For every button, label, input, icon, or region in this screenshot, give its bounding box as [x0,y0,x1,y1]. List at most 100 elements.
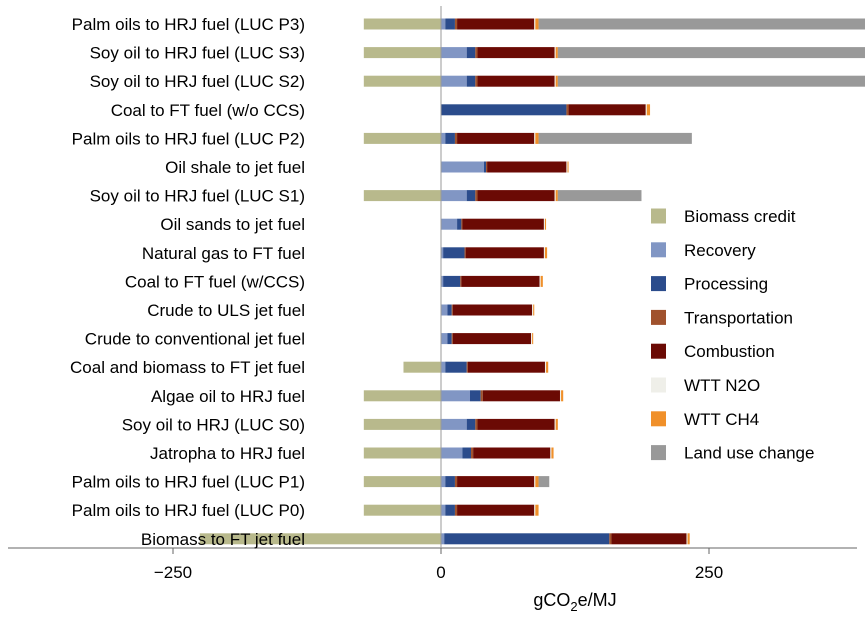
legend-label: Processing [684,275,768,294]
bar-row [363,504,539,516]
bar-segment-wtt-n2o [543,218,545,230]
legend-item: Recovery [651,241,756,260]
bar-segment-wtt-ch4 [551,447,554,459]
bar-segment-combustion [482,390,560,402]
bar-row [441,333,534,345]
category-labels-layer: Palm oils to HRJ fuel (LUC P3) Soy oil to… [70,15,305,549]
bar-segment-recovery [441,447,463,459]
bar-segment-recovery [441,18,446,30]
category-label: Crude to conventional jet fuel [85,330,305,349]
bar-segment-processing [466,190,476,202]
bar-row [403,361,549,373]
bar-segment-combustion [457,132,535,144]
bar-segment-processing [444,533,610,545]
bar-segment-transportation [461,218,463,230]
bar-segment-wtt-ch4 [567,161,569,173]
bar-segment-recovery [441,190,467,202]
bar-row [363,447,554,459]
bar-segment-processing [441,104,567,116]
bar-segment-combustion [473,447,551,459]
bar-segment-wtt-ch4 [535,476,539,488]
bar-segment-recovery [441,304,448,316]
legend-swatch [651,208,666,224]
bar-segment-transportation [475,190,478,202]
bar-segment-transportation [475,75,478,87]
legend-item: WTT CH4 [651,410,759,429]
bar-segment-wtt-n2o [539,275,541,287]
bar-segment-recovery [441,476,446,488]
bar-segment-wtt-n2o [554,418,556,430]
legend-swatch [651,411,666,427]
legend-label: WTT CH4 [684,410,759,429]
bar-row [363,390,564,402]
bar-segment-biomass-credit [403,361,441,373]
bar-segment-transportation [454,18,458,30]
bar-segment-wtt-n2o [544,361,547,373]
bar-segment-wtt-ch4 [544,218,547,230]
bar-segment-processing [457,218,462,230]
bar-segment-biomass-credit [363,504,441,516]
bar-segment-wtt-ch4 [532,333,534,345]
bar-segment-transportation [566,104,569,116]
bar-segment-wtt-n2o [554,47,556,59]
bar-segment-wtt-n2o [554,190,556,202]
bar-segment-wtt-n2o [543,247,545,259]
bar-row [363,476,550,488]
category-label: Palm oils to HRJ fuel (LUC P2) [72,129,305,148]
legend-item: Transportation [651,308,793,327]
bar-segment-processing [445,18,455,30]
bar-segment-combustion [452,333,532,345]
legend-swatch [651,377,666,393]
bar-segment-combustion [467,361,545,373]
bar-segment-recovery [441,218,458,230]
bar-segment-recovery [441,390,470,402]
x-axis-title: gCO2e/MJ [533,590,616,614]
x-tick-label: −250 [154,563,192,582]
bar-segment-combustion [465,247,544,259]
legend: Biomass credit Recovery Processing Transpor… [651,207,814,463]
bar-segment-processing [445,132,455,144]
bar-segment-processing [447,333,452,345]
bar-segment-recovery [441,132,446,144]
category-label: Palm oils to HRJ fuel (LUC P1) [72,473,305,492]
bar-segment-processing [447,304,452,316]
legend-item: Biomass credit [651,207,796,226]
bar-segment-wtt-n2o [686,533,688,545]
bar-segment-transportation [451,304,453,316]
bar-segment-combustion [487,161,567,173]
bar-segment-wtt-ch4 [555,418,558,430]
legend-swatch [651,343,666,359]
bar-segment-wtt-ch4 [540,275,543,287]
bar-segment-processing [462,447,472,459]
bar-row [441,104,651,116]
bar-segment-wtt-n2o [532,304,534,316]
bars-layer [199,18,865,545]
x-ticks-layer: −2500250500750 [154,548,723,582]
bar-segment-biomass-credit [363,418,441,430]
bar-segment-biomass-credit [363,447,441,459]
legend-item: Land use change [651,444,814,463]
bar-segment-biomass-credit [363,476,441,488]
bar-segment-combustion [457,18,535,30]
bar-segment-wtt-n2o [534,504,536,516]
bar-row [363,418,558,430]
bar-segment-biomass-credit [199,533,441,545]
category-label: Palm oils to HRJ fuel (LUC P3) [72,15,305,34]
bar-segment-wtt-ch4 [555,75,558,87]
bar-row [441,304,535,316]
category-label: Soy oil to HRJ (LUC S0) [122,415,305,434]
bar-segment-biomass-credit [363,390,441,402]
bar-segment-wtt-ch4 [555,47,558,59]
bar-segment-land-use-change [538,18,865,30]
bar-row [441,161,569,173]
bar-segment-transportation [471,447,474,459]
bar-segment-biomass-credit [363,18,441,30]
bar-segment-transportation [480,390,483,402]
bar-segment-recovery [441,418,467,430]
bar-segment-processing [466,418,476,430]
bar-segment-recovery [441,47,467,59]
bar-row [441,218,547,230]
bar-segment-wtt-n2o [559,390,562,402]
